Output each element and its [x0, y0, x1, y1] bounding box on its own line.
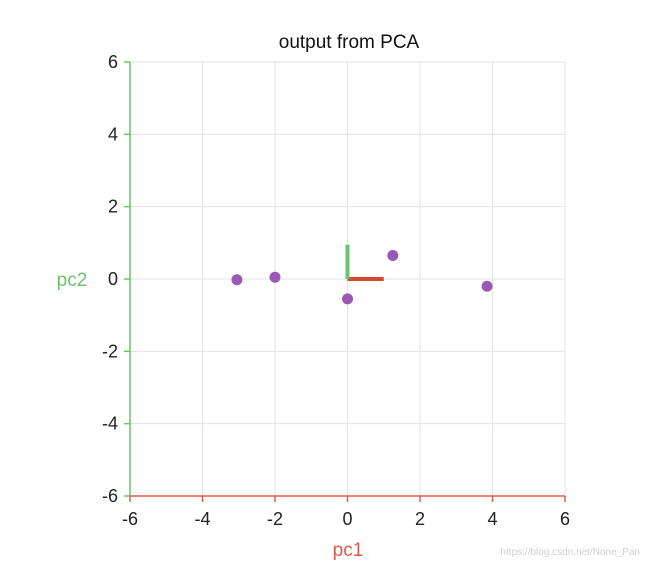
x-tick-label: 2: [415, 509, 425, 529]
component-vectors: [345, 244, 384, 281]
grid: [129, 61, 566, 497]
data-point: [231, 274, 243, 286]
x-tick-label: -2: [267, 509, 283, 529]
chart-title: output from PCA: [279, 32, 420, 53]
x-axis-label: pc1: [333, 540, 364, 561]
data-points: [231, 249, 493, 305]
x-tick-label: -4: [194, 509, 210, 529]
x-tick-label: 0: [342, 509, 352, 529]
x-tick-label: -6: [122, 509, 138, 529]
y-tick-label: -4: [102, 414, 118, 434]
y-tick-label: 0: [108, 269, 118, 289]
y-tick-label: -2: [102, 341, 118, 361]
y-tick-label: 4: [108, 124, 118, 144]
x-tick-label: 4: [487, 509, 497, 529]
tick-labels: -6 -4 -2 0 2 4 6 -6 -4 -2 0 2 4 6: [102, 52, 570, 529]
data-point: [269, 271, 281, 283]
data-point: [481, 280, 493, 292]
x-tick-label: 6: [560, 509, 570, 529]
y-tick-label: -6: [102, 486, 118, 506]
y-tick-label: 6: [108, 52, 118, 72]
y-tick-label: 2: [108, 197, 118, 217]
data-point: [387, 249, 399, 261]
watermark: https://blog.csdn.net/None_Pan: [500, 547, 640, 558]
data-point: [342, 293, 353, 305]
axes: [124, 61, 566, 502]
y-axis-label: pc2: [57, 270, 88, 291]
